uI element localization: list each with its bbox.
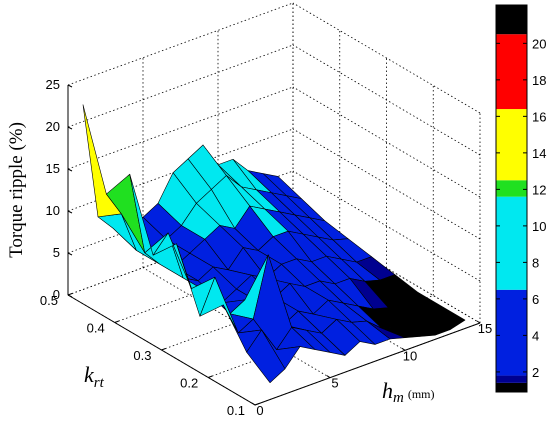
colorbar-band xyxy=(496,180,527,197)
z-tick-label: 25 xyxy=(46,77,60,92)
y-tick-label: 0.2 xyxy=(180,376,198,391)
y-tick xyxy=(208,375,213,378)
x-tick xyxy=(251,402,256,406)
z-tick-label: 0 xyxy=(53,287,60,302)
x-axis-symbol: h xyxy=(382,378,393,403)
y-tick-label: 0.4 xyxy=(87,321,105,336)
z-tick xyxy=(67,294,73,298)
colorbar-tick-label: 2 xyxy=(532,365,539,380)
z-tick xyxy=(67,168,73,172)
colorbar-band xyxy=(496,375,527,383)
z-tick xyxy=(67,84,73,88)
z-tick-label: 15 xyxy=(46,161,60,176)
grid-line xyxy=(67,2,294,86)
y-tick xyxy=(254,403,260,406)
colorbar-tick-label: 18 xyxy=(532,73,546,88)
z-tick-label: 20 xyxy=(46,119,60,134)
colorbar-tick-label: 8 xyxy=(532,255,539,270)
colorbar-tick-label: 6 xyxy=(532,292,539,307)
z-tick xyxy=(67,126,73,130)
y-tick xyxy=(67,293,73,296)
grid-line xyxy=(292,86,481,198)
grid-line xyxy=(67,86,294,170)
x-tick-label: 15 xyxy=(478,321,492,336)
y-tick-label: 0.1 xyxy=(227,403,245,418)
grid-line xyxy=(292,2,481,114)
colorbar-band xyxy=(496,34,527,110)
x-axis-subscript: m xyxy=(393,390,404,406)
x-tick xyxy=(476,320,481,324)
z-axis-label: Torque ripple (%) xyxy=(6,122,27,258)
colorbar-frame xyxy=(495,4,528,393)
x-tick xyxy=(326,375,331,379)
y-tick xyxy=(161,348,166,351)
colorbar-tick-label: 16 xyxy=(532,109,546,124)
z-tick-label: 5 xyxy=(53,245,60,260)
x-tick-label: 0 xyxy=(256,403,263,418)
z-tick-label: 10 xyxy=(46,203,60,218)
colorbar-band xyxy=(496,196,527,290)
colorbar-band xyxy=(496,5,527,35)
x-tick-label: 10 xyxy=(403,348,417,363)
y-tick-label: 0.5 xyxy=(40,293,58,308)
y-axis-symbol: k xyxy=(84,362,95,387)
surface-patch xyxy=(246,329,286,384)
colorbar-tick-label: 20 xyxy=(532,36,546,51)
y-tick-label: 0.3 xyxy=(133,348,151,363)
y-tick xyxy=(114,320,119,323)
colorbar-band xyxy=(496,382,527,392)
colorbar-tick-label: 14 xyxy=(532,146,546,161)
x-axis-unit: (mm) xyxy=(408,387,435,401)
y-axis-label: krt xyxy=(84,362,105,391)
colorbar-band xyxy=(496,289,527,376)
grid-line xyxy=(292,170,481,282)
z-tick xyxy=(67,252,73,256)
x-tick xyxy=(401,347,406,351)
colorbar-tick-label: 4 xyxy=(532,328,539,343)
x-axis xyxy=(254,322,481,406)
z-tick xyxy=(67,210,73,214)
grid-line xyxy=(292,128,481,240)
y-axis-subscript: rt xyxy=(94,375,105,391)
x-axis-label: hm (mm) xyxy=(382,378,435,406)
colorbar-tick-label: 10 xyxy=(532,219,546,234)
colorbar-band xyxy=(496,109,527,181)
x-tick-label: 5 xyxy=(331,376,338,391)
colorbar-tick-label: 12 xyxy=(532,182,546,197)
grid-line xyxy=(67,44,294,128)
grid-line xyxy=(292,44,481,156)
